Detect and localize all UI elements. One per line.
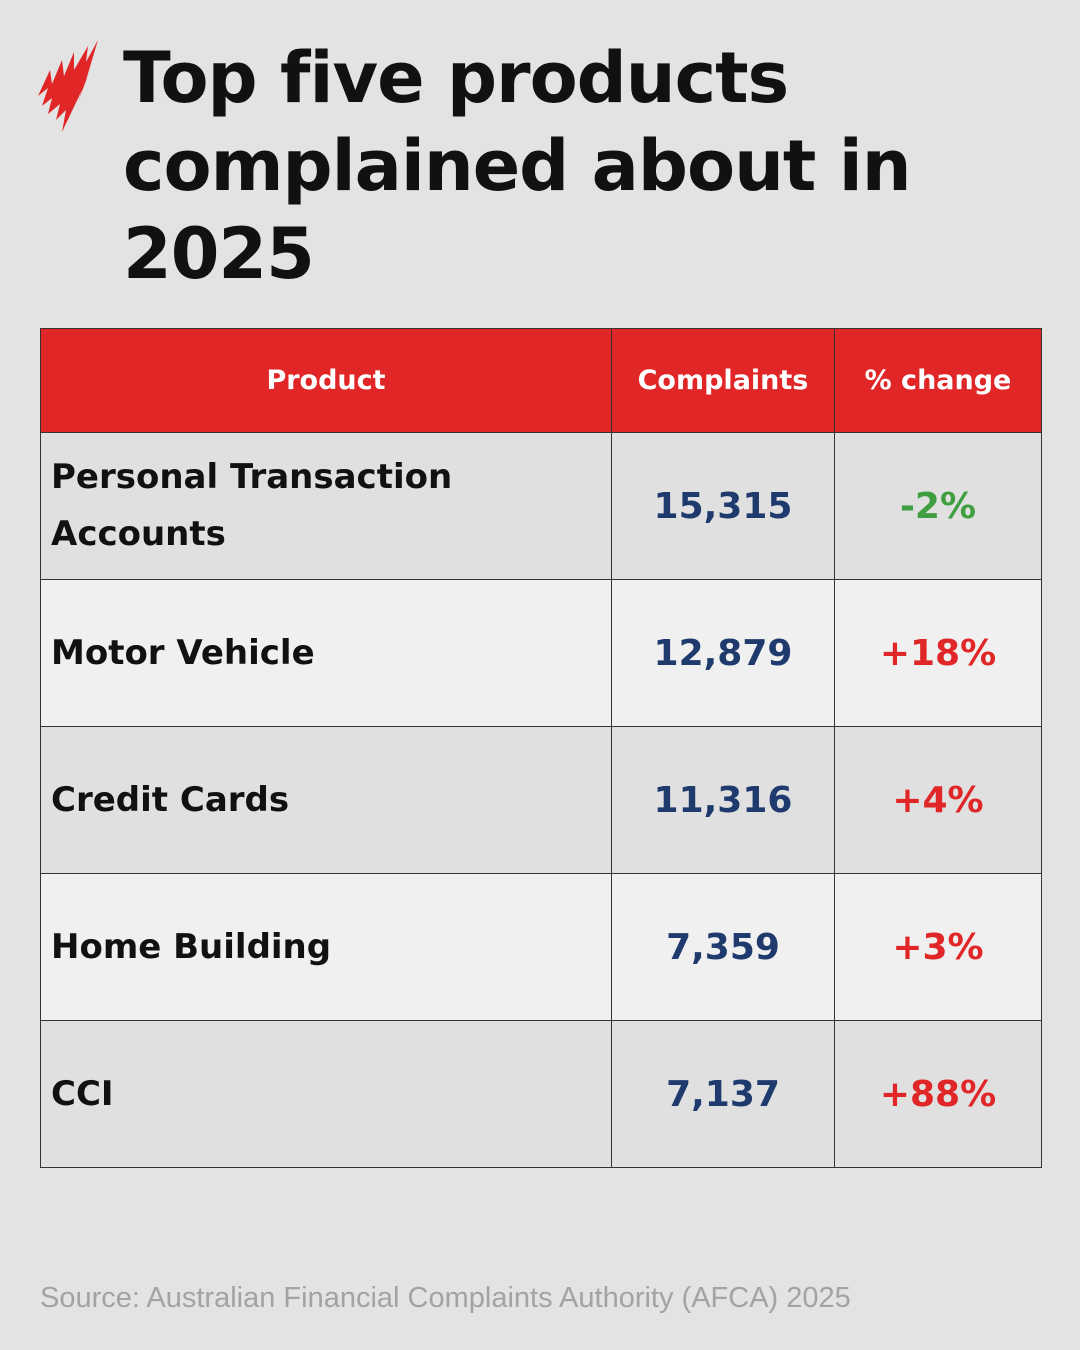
page-title: Top five products complained about in 20… — [123, 37, 912, 295]
table-row: Personal Transaction Accounts 15,315 -2% — [40, 432, 1042, 580]
product-cell: CCI — [40, 1020, 612, 1168]
product-cell: Personal Transaction Accounts — [40, 432, 612, 580]
column-header-complaints: Complaints — [611, 328, 835, 433]
complaints-cell: 7,359 — [611, 873, 835, 1021]
complaints-cell: 12,879 — [611, 579, 835, 727]
table-row: Home Building 7,359 +3% — [40, 873, 1042, 1021]
source-note: Source: Australian Financial Complaints … — [40, 1282, 851, 1314]
product-cell: Home Building — [40, 873, 612, 1021]
change-cell: -2% — [834, 432, 1042, 580]
complaints-cell: 11,316 — [611, 726, 835, 874]
complaints-cell: 7,137 — [611, 1020, 835, 1168]
column-header-product: Product — [40, 328, 612, 433]
product-cell: Credit Cards — [40, 726, 612, 874]
table-row: Motor Vehicle 12,879 +18% — [40, 579, 1042, 727]
product-cell: Motor Vehicle — [40, 579, 612, 727]
table-row: Credit Cards 11,316 +4% — [40, 726, 1042, 874]
change-cell: +3% — [834, 873, 1042, 1021]
table-row: CCI 7,137 +88% — [40, 1020, 1042, 1168]
change-cell: +18% — [834, 579, 1042, 727]
complaints-table: Product Complaints % change Personal Tra… — [40, 328, 1042, 1168]
table-header-row: Product Complaints % change — [40, 328, 1042, 433]
complaints-cell: 15,315 — [611, 432, 835, 580]
sbs-logo-icon — [38, 40, 98, 132]
column-header-change: % change — [834, 328, 1042, 433]
change-cell: +88% — [834, 1020, 1042, 1168]
change-cell: +4% — [834, 726, 1042, 874]
